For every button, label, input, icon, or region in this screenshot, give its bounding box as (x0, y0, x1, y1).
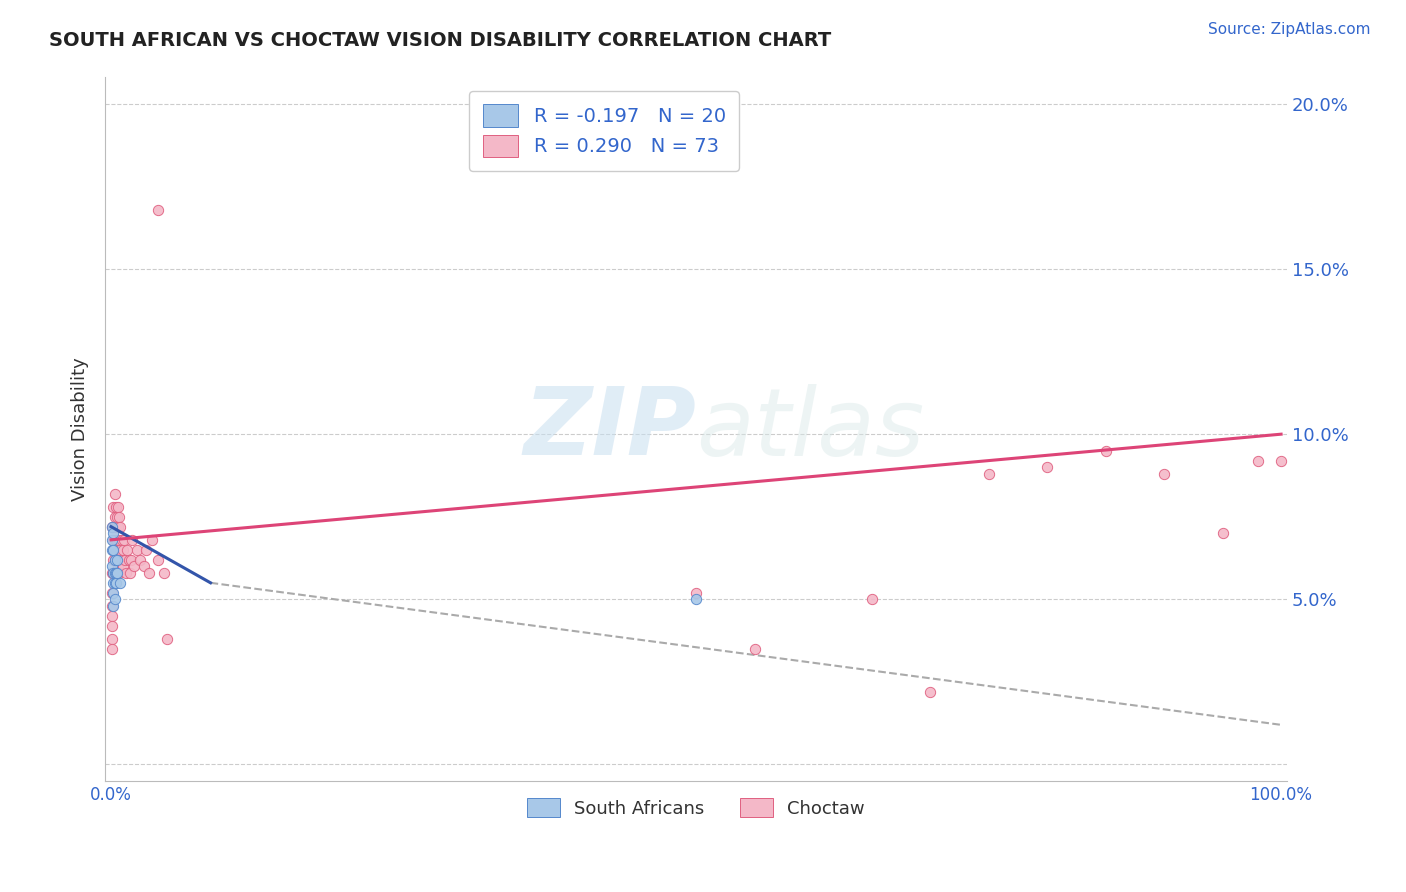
Point (1270, 453, 1292, 467)
Point (107, 542, 129, 557)
Point (132, 559, 155, 574)
Point (103, 533, 125, 547)
Point (103, 575, 125, 590)
Point (105, 552, 128, 566)
Point (104, 575, 127, 590)
Point (105, 566, 128, 580)
Point (111, 559, 134, 574)
Point (860, 592, 883, 607)
Point (146, 202, 169, 217)
Point (977, 467, 1000, 481)
Point (108, 533, 131, 547)
Point (1094, 443, 1116, 458)
Point (103, 585, 125, 599)
Point (101, 519, 124, 533)
Point (744, 641, 766, 656)
Point (107, 559, 129, 574)
Y-axis label: Vision Disability: Vision Disability (72, 358, 89, 501)
Point (110, 575, 132, 590)
Point (110, 533, 132, 547)
Point (117, 542, 139, 557)
Point (685, 585, 707, 599)
Point (101, 619, 124, 633)
Point (112, 533, 135, 547)
Point (141, 533, 163, 547)
Text: ZIP: ZIP (523, 384, 696, 475)
Point (104, 500, 127, 514)
Point (114, 552, 136, 566)
Point (124, 559, 146, 574)
Point (108, 566, 131, 580)
Point (103, 486, 125, 500)
Point (108, 509, 131, 524)
Point (103, 599, 125, 613)
Point (101, 519, 124, 533)
Point (110, 552, 132, 566)
Point (121, 533, 143, 547)
Point (105, 509, 128, 524)
Point (117, 552, 139, 566)
Point (104, 542, 127, 557)
Point (104, 566, 127, 580)
Point (103, 542, 125, 557)
Point (103, 509, 125, 524)
Point (103, 566, 125, 580)
Text: SOUTH AFRICAN VS CHOCTAW VISION DISABILITY CORRELATION CHART: SOUTH AFRICAN VS CHOCTAW VISION DISABILI… (49, 31, 831, 50)
Point (101, 533, 124, 547)
Point (115, 566, 138, 580)
Point (101, 599, 124, 613)
Point (105, 533, 128, 547)
Point (103, 566, 125, 580)
Point (146, 552, 169, 566)
Point (108, 552, 131, 566)
Point (107, 500, 129, 514)
Point (103, 552, 125, 566)
Point (103, 519, 125, 533)
Point (103, 566, 125, 580)
Point (110, 542, 132, 557)
Point (111, 542, 134, 557)
Point (101, 542, 124, 557)
Point (1153, 467, 1175, 481)
Point (1036, 460, 1059, 475)
Point (101, 641, 124, 656)
Point (104, 533, 127, 547)
Point (103, 552, 125, 566)
Point (103, 533, 125, 547)
Point (1247, 453, 1270, 467)
Text: atlas: atlas (696, 384, 924, 475)
Point (1212, 526, 1234, 541)
Point (101, 585, 124, 599)
Point (103, 519, 125, 533)
Point (103, 526, 125, 541)
Point (103, 552, 125, 566)
Point (118, 566, 141, 580)
Point (101, 559, 124, 574)
Point (103, 592, 125, 607)
Point (103, 575, 125, 590)
Point (105, 566, 128, 580)
Point (120, 552, 142, 566)
Point (101, 632, 124, 646)
Point (104, 519, 127, 533)
Point (135, 542, 157, 557)
Point (104, 566, 127, 580)
Point (105, 552, 128, 566)
Point (101, 566, 124, 580)
Point (103, 542, 125, 557)
Point (920, 685, 942, 699)
Point (138, 566, 160, 580)
Point (125, 542, 148, 557)
Text: Source: ZipAtlas.com: Source: ZipAtlas.com (1208, 22, 1371, 37)
Point (101, 608, 124, 623)
Point (152, 566, 174, 580)
Point (103, 500, 125, 514)
Point (103, 566, 125, 580)
Point (156, 632, 179, 646)
Point (685, 592, 707, 607)
Legend: South Africans, Choctaw: South Africans, Choctaw (520, 791, 872, 825)
Point (110, 519, 132, 533)
Point (129, 552, 152, 566)
Point (107, 519, 129, 533)
